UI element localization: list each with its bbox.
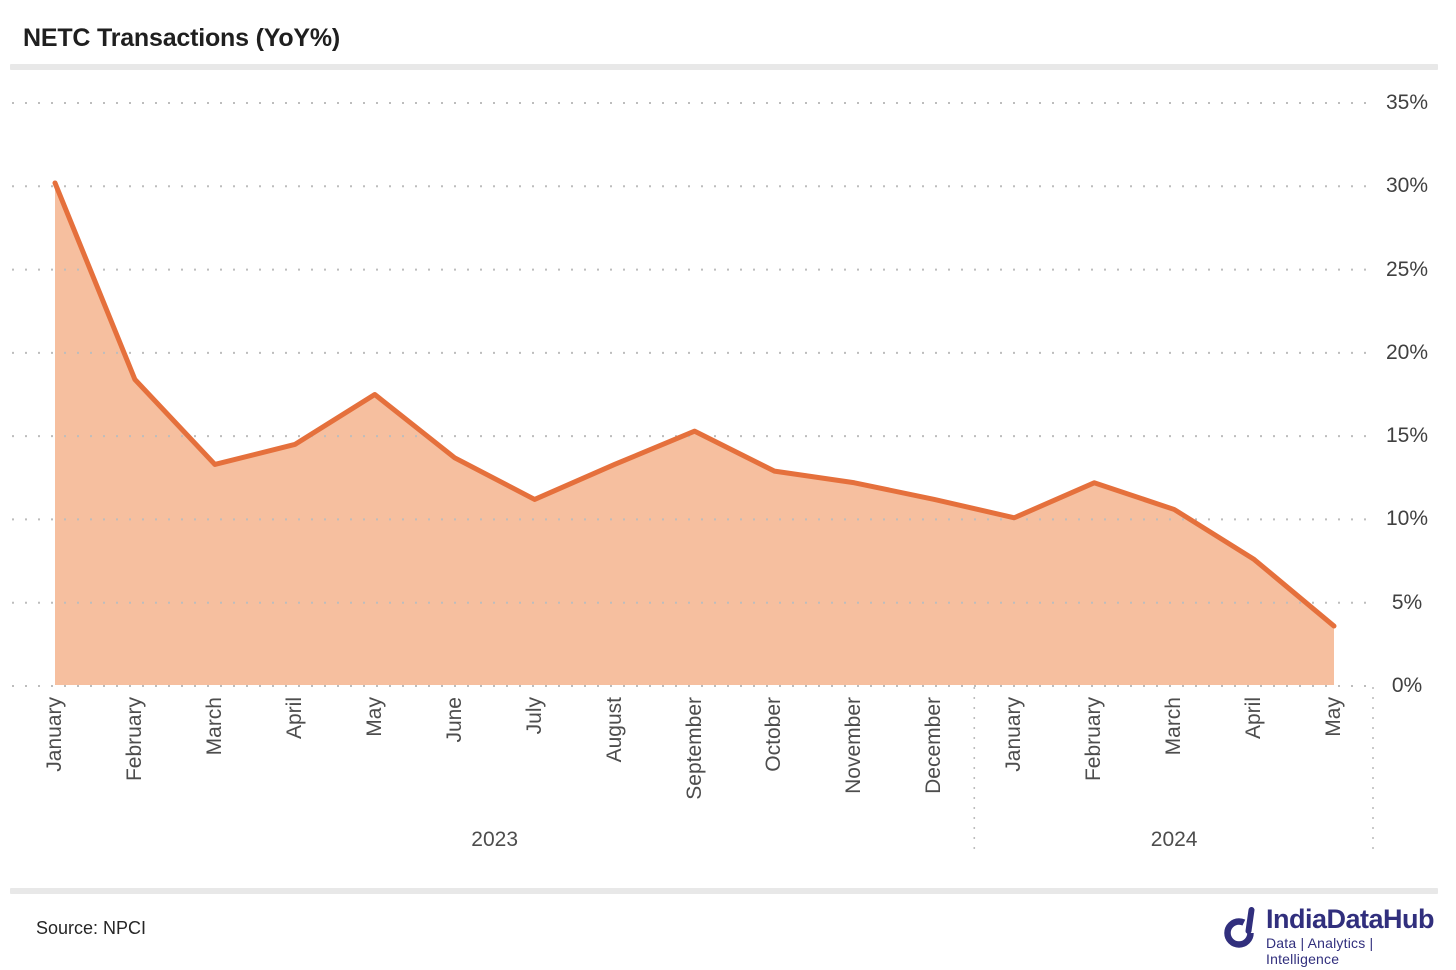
- y-axis-label: 20%: [1385, 340, 1429, 364]
- x-axis-label: November: [842, 697, 866, 794]
- indiadatahub-d-icon: [1224, 907, 1255, 948]
- x-axis-label: August: [602, 697, 626, 763]
- x-axis-label: February: [1082, 697, 1106, 782]
- footer-divider: [10, 888, 1438, 894]
- y-axis-label: 5%: [1391, 590, 1423, 614]
- x-axis-label: July: [522, 697, 546, 735]
- year-label: 2023: [471, 828, 519, 851]
- x-axis-label: June: [442, 697, 466, 743]
- y-axis-label: 30%: [1385, 174, 1429, 198]
- x-axis-label: September: [682, 697, 706, 800]
- x-axis-label: May: [362, 697, 386, 737]
- y-axis-label: 35%: [1385, 91, 1429, 114]
- chart-title: NETC Transactions (YoY%): [23, 24, 341, 52]
- area-fill: [55, 182, 1334, 685]
- x-axis-label: February: [122, 697, 146, 782]
- y-axis-label: 15%: [1385, 424, 1429, 448]
- x-axis-label: January: [1002, 697, 1026, 772]
- y-axis-label: 10%: [1385, 507, 1429, 531]
- source-note: Source: NPCI: [36, 918, 147, 938]
- brand-tagline: Data | Analytics | Intelligence: [1266, 935, 1374, 967]
- header-divider: [10, 64, 1438, 70]
- x-axis-label: March: [1162, 697, 1186, 756]
- x-axis-label: December: [922, 697, 946, 794]
- x-axis-label: April: [1242, 697, 1266, 740]
- brand-logo: IndiaDataHub Data | Analytics | Intellig…: [1224, 904, 1435, 967]
- x-axis-label: March: [202, 697, 226, 756]
- x-axis-label: October: [762, 697, 786, 772]
- y-axis-label: 0%: [1391, 674, 1423, 697]
- x-axis-label: April: [282, 697, 306, 740]
- brand-name: IndiaDataHub: [1266, 904, 1435, 934]
- x-axis-label: January: [43, 697, 66, 772]
- x-axis-label: May: [1322, 697, 1345, 737]
- y-axis-label: 25%: [1385, 257, 1429, 281]
- trend-line: [52, 180, 1337, 629]
- year-label: 2024: [1150, 828, 1198, 851]
